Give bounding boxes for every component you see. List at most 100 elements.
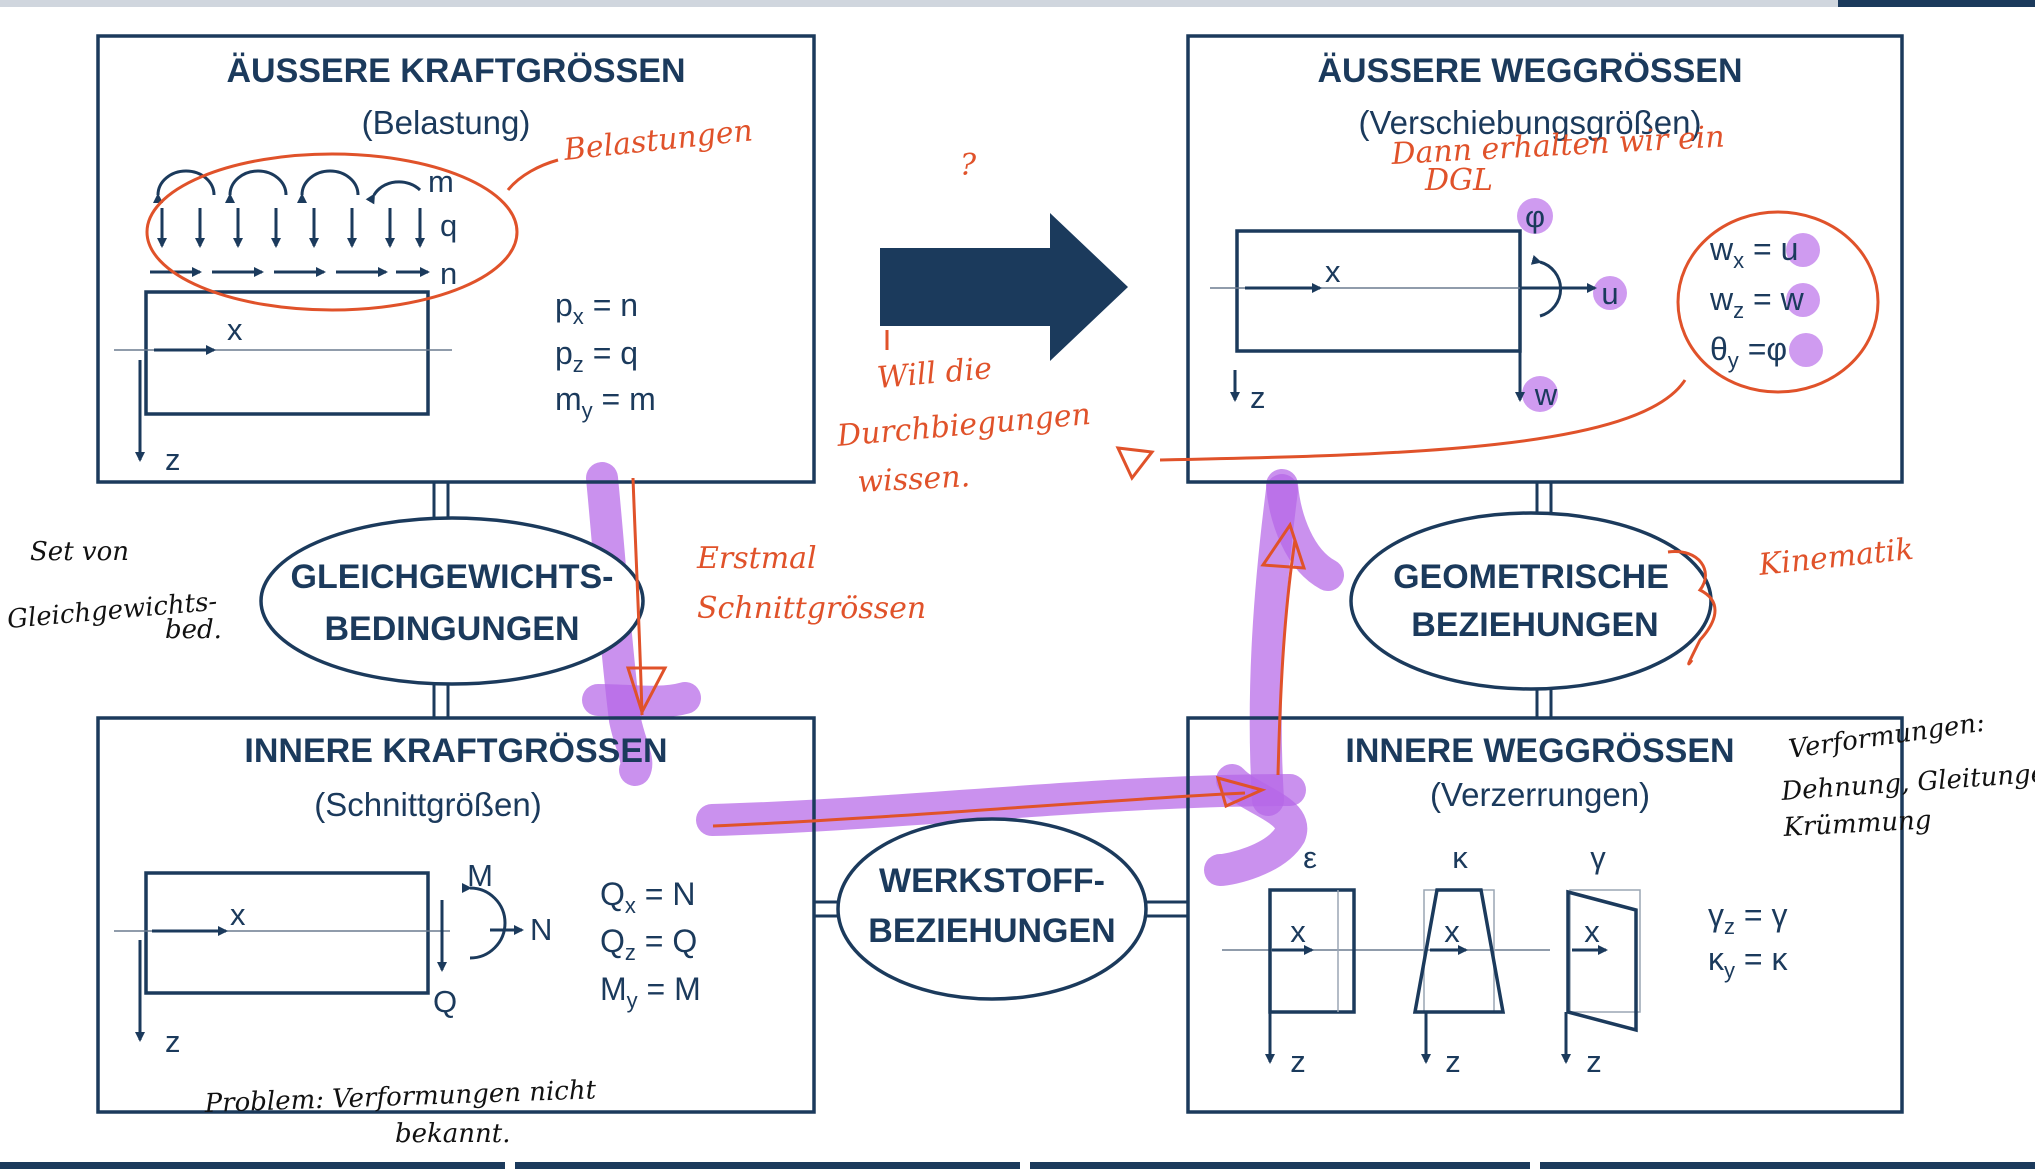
eq-lhs: p [555,335,573,371]
geometric-line-1: GEOMETRISCHE [1393,558,1669,596]
strain-epsilon-label: ε [1303,840,1317,875]
eq-lhs: M [600,971,627,1007]
axis-z-label: z [165,442,181,477]
eq-op: = [1744,281,1780,317]
set-von-note-line-3: bed. [165,615,222,645]
shear-force-Q-label: Q [433,984,457,1019]
box-outer-forces: ÄUSSERE KRAFTGRÖSSEN (Belastung) m q [96,34,816,484]
eq-rhs: = n [584,287,638,323]
eq-rhs: = q [584,335,638,371]
displacement-w-label: w [1534,377,1558,412]
svg-text:wz = w: wz = w [1709,281,1805,323]
inner-displacement-equations: γz = γ κy = κ [1708,897,1788,983]
axis-x-label: x [227,312,243,347]
eq-lhs: γ [1708,897,1724,933]
shear-gamma-label: γ [1590,840,1606,875]
eq-sub: z [1724,914,1735,939]
eq-op: = [1744,231,1780,267]
geometric-line-2: BEZIEHUNGEN [1411,606,1658,644]
axis-x-label: x [230,897,246,932]
axis-x-label: x [1444,914,1460,949]
axis-x-label: x [1325,254,1341,289]
load-label-q: q [440,208,457,243]
eq-sub: x [625,893,636,918]
outer-displacements-subtitle: (Verschiebungsgrößen) [1358,104,1701,141]
eq-rhs: w [1780,281,1805,317]
eq-rhs: = N [636,876,696,912]
load-label-n: n [440,256,457,291]
svg-text:Qz = Q: Qz = Q [600,923,697,965]
eq-lhs: Q [600,876,625,912]
svg-text:px = n: px = n [555,287,638,329]
box-inner-displacements: INNERE WEGGRÖSSEN (Verzerrungen) ε κ γ x… [1186,716,1904,1114]
axis-z-label: z [1586,1044,1602,1079]
belastungen-note: Belastungen [561,113,754,168]
ellipse-equilibrium: GLEICHGEWICHTS- BEDINGUNGEN [259,516,645,686]
eq-lhs: w [1709,281,1734,317]
distributed-load-q-icon [157,208,425,248]
top-bar [0,0,2035,7]
eq-sub: z [1733,298,1744,323]
eq-sub: y [582,398,593,423]
eq-lhs: κ [1708,941,1725,977]
axis-x-label: x [1290,914,1306,949]
material-line-2: BEZIEHUNGEN [868,912,1115,950]
deformed-beam-icon [1210,229,1597,402]
moment-M-label: M [467,858,493,893]
equilibrium-line-2: BEDINGUNGEN [324,610,579,648]
eq-lhs: m [555,381,582,417]
bottom-bar [0,1162,2035,1169]
top-bar-accent [1838,0,2035,7]
kinematik-note: Kinematik [1756,532,1915,583]
belastungen-circle [145,152,519,312]
axis-z-label: z [1250,380,1266,415]
displacement-u-label: u [1601,276,1618,311]
axis-x-label: x [1584,914,1600,949]
box-outer-displacements: ÄUSSERE WEGGRÖSSEN (Verschiebungsgrößen)… [1186,34,1904,484]
inner-displacements-subtitle: (Verzerrungen) [1430,776,1650,813]
outer-displacements-title: ÄUSSERE WEGGRÖSSEN [1317,52,1742,90]
will-note-line-2: Durchbiegungen [835,397,1093,454]
eq-lhs: w [1709,231,1734,267]
svg-text:wx = u: wx = u [1709,231,1798,273]
axis-z-label: z [165,1024,181,1059]
question-mark-note: ? [960,148,977,183]
eq-rhs: = γ [1735,897,1787,933]
material-line-1: WERKSTOFF- [879,862,1105,900]
outer-forces-subtitle: (Belastung) [362,104,531,141]
svg-text:My = M: My = M [600,971,701,1013]
svg-text:pz = q: pz = q [555,335,638,377]
eq-lhs: Q [600,923,625,959]
svg-text:Qx = N: Qx = N [600,876,695,918]
erstmal-note-line-2: Schnittgrössen [697,591,926,626]
inner-displacements-title: INNERE WEGGRÖSSEN [1345,732,1734,770]
verformungen-note-line-3: Krümmung [1782,805,1932,843]
erstmal-note-line-1: Erstmal [696,541,817,576]
eq-rhs: = m [593,381,656,417]
eq-rhs: = Q [636,923,697,959]
curvature-kappa-label: κ [1452,840,1468,875]
eq-rhs: φ [1766,331,1787,367]
eq-sub: y [1728,348,1739,373]
purple-highlights [582,198,1823,886]
strain-element-icons [1222,888,1641,1064]
normal-force-N-label: N [530,912,552,947]
inner-forces-title: INNERE KRAFTGRÖSSEN [244,732,667,770]
eq-rhs: u [1781,231,1799,267]
axis-z-label: z [1445,1044,1461,1079]
eq-rhs: = κ [1735,941,1788,977]
eq-rhs: = M [638,971,701,1007]
eq-sub: y [627,988,638,1013]
equation-circle [1676,210,1880,394]
ellipse-geometric: GEOMETRISCHE BEZIEHUNGEN [1349,511,1713,691]
eq-lhs: p [555,287,573,323]
equilibrium-line-1: GLEICHGEWICHTS- [291,558,614,596]
dgl-note-line-2: DGL [1424,163,1493,198]
eq-lhs: θ [1710,331,1728,367]
eq-sub: z [573,352,584,377]
problem-note-line-2: bekannt. [395,1119,511,1149]
verformungen-note-line-2: Dehnung, Gleitungen [1779,757,2035,807]
section-beam-icon [114,871,524,1042]
rotation-phi-label: φ [1525,199,1545,234]
outer-forces-title: ÄUSSERE KRAFTGRÖSSEN [226,52,685,90]
